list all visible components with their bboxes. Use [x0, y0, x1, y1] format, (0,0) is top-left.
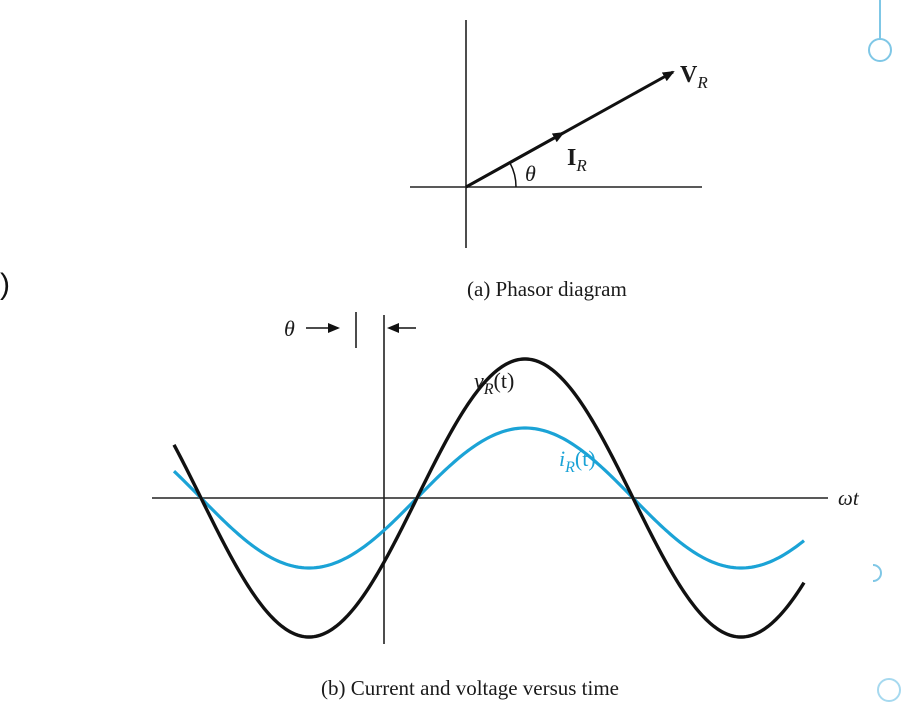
- phasor-diagram: θ VR IR (a) Phasor diagram: [410, 20, 708, 301]
- voltage-phasor-letter: V: [680, 62, 698, 88]
- voltage-phasor-label: VR: [680, 62, 708, 92]
- accent-circle-top: [868, 38, 892, 62]
- angle-label: θ: [525, 161, 536, 186]
- voltage-fn-arg: (t): [494, 368, 515, 393]
- accent-circle-bottom: [877, 678, 901, 702]
- slide-decoration: ): [0, 0, 901, 702]
- current-fn-arg: (t): [575, 446, 596, 471]
- current-phasor-arrow: [465, 131, 565, 189]
- waveform-caption: (b) Current and voltage versus time: [321, 676, 619, 700]
- voltage-fn: v: [474, 368, 484, 393]
- current-fn: i: [559, 446, 565, 471]
- stray-paren: ): [0, 268, 10, 301]
- accent-arc-right: [872, 564, 882, 582]
- voltage-fn-sub: R: [483, 381, 494, 398]
- theta-shift-label: θ: [284, 316, 295, 341]
- omega-t-label: ωt: [838, 486, 860, 510]
- voltage-phasor-subscript: R: [696, 73, 708, 92]
- phasor-caption: (a) Phasor diagram: [467, 277, 627, 301]
- voltage-waveform-label: vR(t): [474, 368, 514, 398]
- current-fn-sub: R: [564, 459, 575, 476]
- current-phasor-label: IR: [567, 145, 587, 175]
- current-waveform: [172, 426, 805, 570]
- current-phasor-letter: I: [567, 145, 576, 171]
- waveform-plot: θ ωt vR(t) iR(t) (b) Current and voltage…: [152, 312, 860, 700]
- voltage-waveform: [172, 357, 806, 639]
- current-waveform-label: iR(t): [559, 446, 596, 476]
- current-phasor-subscript: R: [575, 156, 587, 175]
- angle-arc: [509, 162, 517, 188]
